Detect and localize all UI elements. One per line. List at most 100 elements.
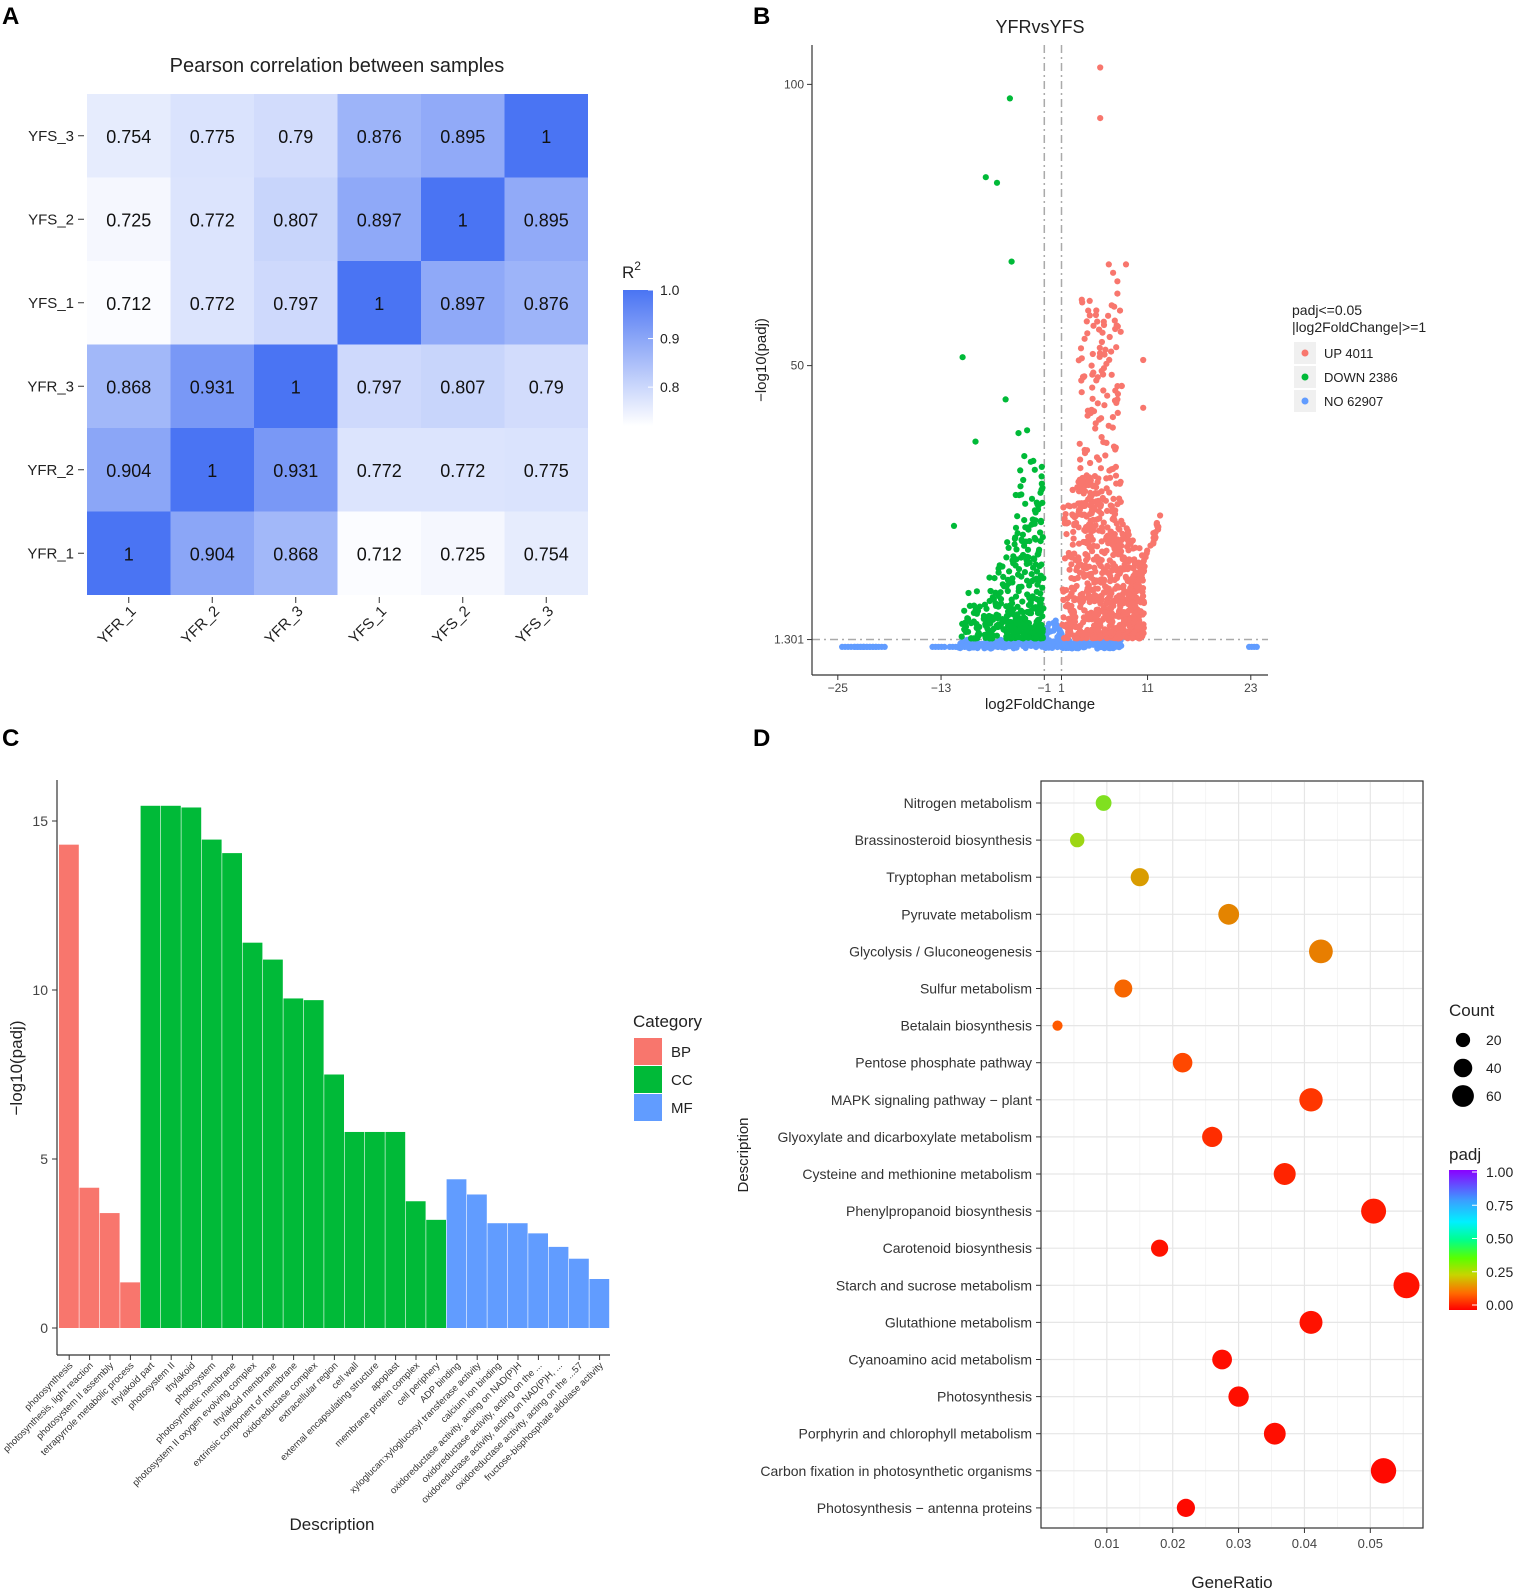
volcano-point-down bbox=[1039, 534, 1046, 541]
count-legend: 20 40 60 bbox=[1452, 1032, 1502, 1107]
go-bar-cc bbox=[242, 942, 263, 1328]
heatmap-cell-value: 0.712 bbox=[357, 544, 402, 564]
volcano-point-up bbox=[1101, 351, 1108, 358]
volcano-point-up bbox=[1077, 465, 1084, 472]
volcano-points bbox=[839, 64, 1260, 652]
volcano-point-down bbox=[961, 607, 968, 614]
heatmap-cell-value: 0.868 bbox=[106, 377, 151, 397]
go-bar-mf bbox=[528, 1233, 548, 1328]
volcano-point-no bbox=[1037, 641, 1044, 649]
volcano-point-up bbox=[1100, 321, 1108, 329]
volcano-point-up bbox=[1086, 478, 1093, 485]
volcano-point-up bbox=[1103, 360, 1110, 367]
bar-legend-label: BP bbox=[671, 1044, 691, 1061]
volcano-point-down bbox=[1020, 551, 1027, 559]
volcano-point-up bbox=[1080, 564, 1087, 572]
volcano-point-up bbox=[1105, 535, 1112, 542]
volcano-point-up bbox=[1059, 621, 1066, 628]
volcano-point-up bbox=[1153, 519, 1160, 527]
heatmap-cell bbox=[87, 177, 171, 261]
volcano-point-up bbox=[1133, 583, 1141, 591]
volcano-point-up bbox=[1125, 531, 1132, 539]
go-bar-cc bbox=[324, 1074, 344, 1328]
correlation-heatmap: Pearson correlation between samples 0.75… bbox=[27, 55, 679, 648]
volcano-point-up bbox=[1081, 446, 1088, 454]
volcano-point-down bbox=[1007, 626, 1014, 634]
heatmap-column-label: YFS_2 bbox=[429, 603, 473, 647]
dot-plot-y-tick-label: Glutathione metabolism bbox=[885, 1314, 1032, 1330]
heatmap-cell-value: 0.895 bbox=[524, 210, 569, 230]
volcano-point-up bbox=[1092, 420, 1099, 427]
volcano-point-up bbox=[1124, 589, 1132, 597]
volcano-point-up bbox=[1077, 622, 1084, 629]
volcano-point-down bbox=[1034, 610, 1042, 617]
volcano-point-up bbox=[1121, 561, 1128, 568]
volcano-point-down bbox=[1021, 629, 1028, 636]
volcano-point-up bbox=[1065, 615, 1072, 623]
dot-plot-point bbox=[1309, 939, 1333, 964]
dot-plot-point bbox=[1370, 1458, 1397, 1484]
volcano-point-up bbox=[1139, 588, 1146, 596]
heatmap-cell-value: 0.876 bbox=[524, 294, 569, 314]
volcano-point-down bbox=[996, 562, 1003, 569]
go-bar-cc bbox=[283, 998, 304, 1328]
heatmap-cell-value: 0.754 bbox=[106, 127, 151, 147]
volcano-point-up bbox=[1108, 371, 1115, 378]
heatmap-cell bbox=[421, 428, 505, 512]
go-bar-cc bbox=[161, 805, 181, 1328]
volcano-point-up bbox=[1110, 551, 1117, 559]
volcano-point-up bbox=[1108, 302, 1115, 309]
volcano-point-up bbox=[1091, 610, 1098, 617]
heatmap-cell-value: 0.868 bbox=[273, 544, 318, 564]
volcano-point-up bbox=[1095, 626, 1102, 633]
volcano-point-down bbox=[1037, 600, 1044, 607]
volcano-point-down bbox=[1038, 480, 1045, 487]
volcano-point-down bbox=[1012, 593, 1020, 600]
heatmap-cell bbox=[421, 261, 505, 345]
volcano-point-down bbox=[1030, 604, 1037, 612]
volcano-point-up bbox=[1091, 523, 1098, 530]
heatmap-cell-value: 1 bbox=[291, 377, 301, 397]
volcano-point-up bbox=[1121, 617, 1128, 624]
volcano-point-up bbox=[1110, 495, 1117, 502]
volcano-title: YFRvsYFS bbox=[995, 17, 1084, 37]
heatmap-cell bbox=[170, 177, 254, 261]
volcano-point-down bbox=[965, 589, 972, 597]
volcano-point-down bbox=[959, 354, 966, 361]
volcano-point-up bbox=[1096, 353, 1103, 360]
dot-plot-y-tick-label: Photosynthesis − antenna proteins bbox=[817, 1500, 1032, 1516]
volcano-point-up bbox=[1112, 472, 1120, 479]
volcano-point-up bbox=[1122, 573, 1129, 580]
volcano-point-up bbox=[1087, 510, 1094, 518]
volcano-point-up bbox=[1085, 533, 1092, 540]
volcano-point-up bbox=[1141, 563, 1148, 570]
heatmap-cell-value: 1 bbox=[207, 461, 217, 481]
volcano-point-up bbox=[1093, 498, 1100, 505]
bar-legend-title: Category bbox=[633, 1012, 702, 1031]
heatmap-column-label: YFS_1 bbox=[346, 603, 390, 647]
heatmap-column-label: YFR_2 bbox=[178, 603, 223, 648]
volcano-legend-label: UP 4011 bbox=[1324, 346, 1373, 361]
volcano-point-down bbox=[1024, 546, 1032, 553]
volcano-point-up bbox=[1131, 615, 1138, 623]
volcano-point-up bbox=[1107, 611, 1114, 618]
volcano-point-down bbox=[950, 522, 958, 530]
padj-legend-tick-label: 0.75 bbox=[1486, 1197, 1513, 1213]
volcano-point-down bbox=[989, 627, 996, 634]
heatmap-cell bbox=[337, 261, 421, 345]
volcano-point-up bbox=[1096, 344, 1103, 351]
padj-legend-tick-label: 1.00 bbox=[1486, 1164, 1513, 1180]
volcano-point-up bbox=[1116, 526, 1123, 533]
volcano-point-up bbox=[1116, 592, 1123, 599]
volcano-point-up bbox=[1113, 344, 1120, 351]
volcano-point-down bbox=[1012, 491, 1019, 499]
dot-plot-y-tick-label: Photosynthesis bbox=[937, 1389, 1032, 1405]
volcano-point-no bbox=[970, 643, 977, 651]
volcano-point-up bbox=[1084, 580, 1091, 587]
volcano-point-down bbox=[1038, 463, 1045, 470]
heatmap-cell bbox=[254, 428, 338, 512]
volcano-point-up bbox=[1100, 387, 1107, 394]
volcano-point-down bbox=[1015, 585, 1023, 592]
heatmap-cells: 0.754 0.775 0.79 0.876 0.895 1 0.725 0.772 0.807… bbox=[87, 94, 588, 595]
